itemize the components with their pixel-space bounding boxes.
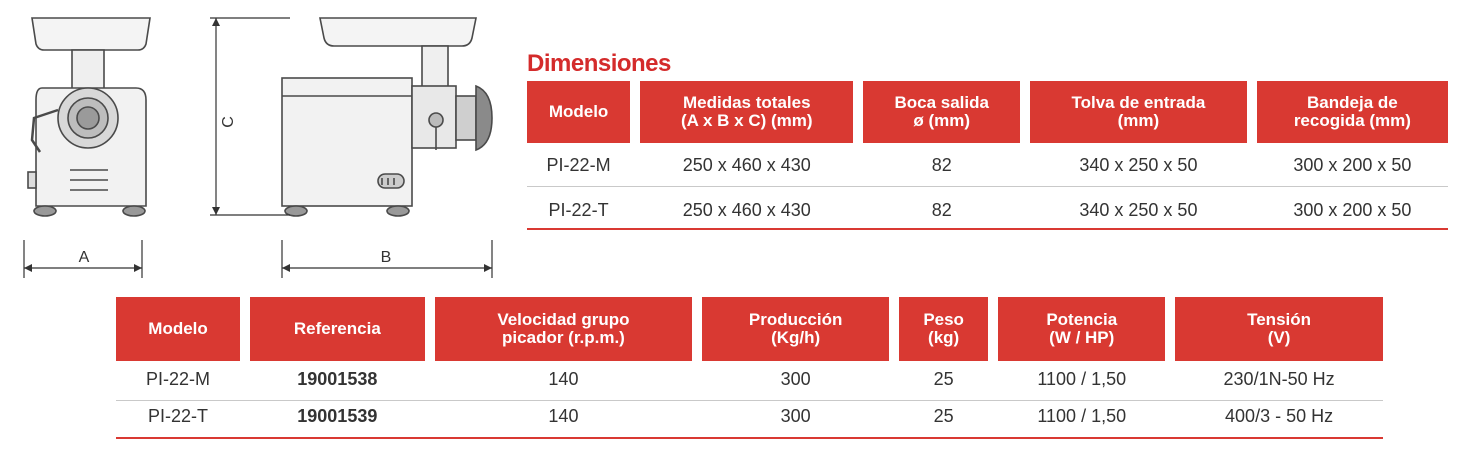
cell-produccion: 300 [780, 369, 811, 389]
label-c: C [220, 116, 237, 128]
header-boca-salida: Boca salida ø (mm) [863, 81, 1021, 143]
cell-medidas: 250 x 460 x 430 [682, 155, 811, 175]
header-modelo: Modelo [527, 81, 631, 143]
cell-potencia: 1100 / 1,50 [1037, 369, 1127, 389]
side-view [281, 17, 493, 217]
cell-velocidad: 140 [548, 406, 579, 426]
header-peso: Peso (kg) [898, 297, 989, 361]
table-row: PI-22-M 19001538 140 300 25 1100 / 1,50 … [116, 361, 1383, 398]
cell-produccion: 300 [780, 406, 811, 426]
specs-table: Modelo Referencia Velocidad grupo picador… [106, 297, 1393, 435]
header-potencia: Potencia (W / HP) [998, 297, 1166, 361]
header-tension: Tensión (V) [1175, 297, 1383, 361]
cell-model: PI-22-M [146, 369, 211, 389]
cell-boca: 82 [931, 200, 952, 220]
table-row: PI-22-M 250 x 460 x 430 82 340 x 250 x 5… [527, 143, 1448, 188]
table-row: PI-22-T 19001539 140 300 25 1100 / 1,50 … [116, 398, 1383, 435]
dimensions-table: Modelo Medidas totales (A x B x C) (mm) B… [517, 81, 1458, 233]
header-medidas-totales: Medidas totales (A x B x C) (mm) [640, 81, 854, 143]
cell-model: PI-22-T [148, 406, 209, 426]
label-b: B [381, 249, 392, 266]
table-bottom-rule [116, 437, 1383, 439]
cell-velocidad: 140 [548, 369, 579, 389]
cell-model: PI-22-T [548, 200, 609, 220]
row-divider [116, 400, 1383, 401]
dimensions-title: Dimensiones [527, 50, 671, 77]
header-tolva-entrada: Tolva de entrada (mm) [1030, 81, 1247, 143]
cell-potencia: 1100 / 1,50 [1037, 406, 1127, 426]
cell-tolva: 340 x 250 x 50 [1079, 200, 1198, 220]
front-view [27, 17, 151, 217]
cell-tension: 230/1N-50 Hz [1223, 369, 1335, 389]
cell-peso: 25 [933, 406, 954, 426]
label-a: A [79, 249, 90, 266]
cell-peso: 25 [933, 369, 954, 389]
table-bottom-rule [527, 228, 1448, 230]
cell-tension: 400/3 - 50 Hz [1225, 406, 1334, 426]
header-modelo: Modelo [116, 297, 241, 361]
row-divider [527, 186, 1448, 187]
header-velocidad: Velocidad grupo picador (r.p.m.) [434, 297, 693, 361]
header-produccion: Producción (Kg/h) [702, 297, 889, 361]
technical-drawing: A B C [23, 17, 493, 278]
cell-bandeja: 300 x 200 x 50 [1293, 155, 1412, 175]
specs-header-row: Modelo Referencia Velocidad grupo picador… [116, 297, 1383, 361]
cell-boca: 82 [931, 155, 952, 175]
dimensions-header-row: Modelo Medidas totales (A x B x C) (mm) B… [527, 81, 1448, 143]
table-row: PI-22-T 250 x 460 x 430 82 340 x 250 x 5… [527, 188, 1448, 233]
cell-referencia: 19001539 [297, 406, 378, 426]
cell-medidas: 250 x 460 x 430 [682, 200, 811, 220]
dimension-lines [23, 17, 493, 278]
header-referencia: Referencia [250, 297, 425, 361]
cell-referencia: 19001538 [297, 369, 378, 389]
cell-model: PI-22-M [546, 155, 611, 175]
cell-tolva: 340 x 250 x 50 [1079, 155, 1198, 175]
header-bandeja-recogida: Bandeja de recogida (mm) [1256, 81, 1448, 143]
cell-bandeja: 300 x 200 x 50 [1293, 200, 1412, 220]
